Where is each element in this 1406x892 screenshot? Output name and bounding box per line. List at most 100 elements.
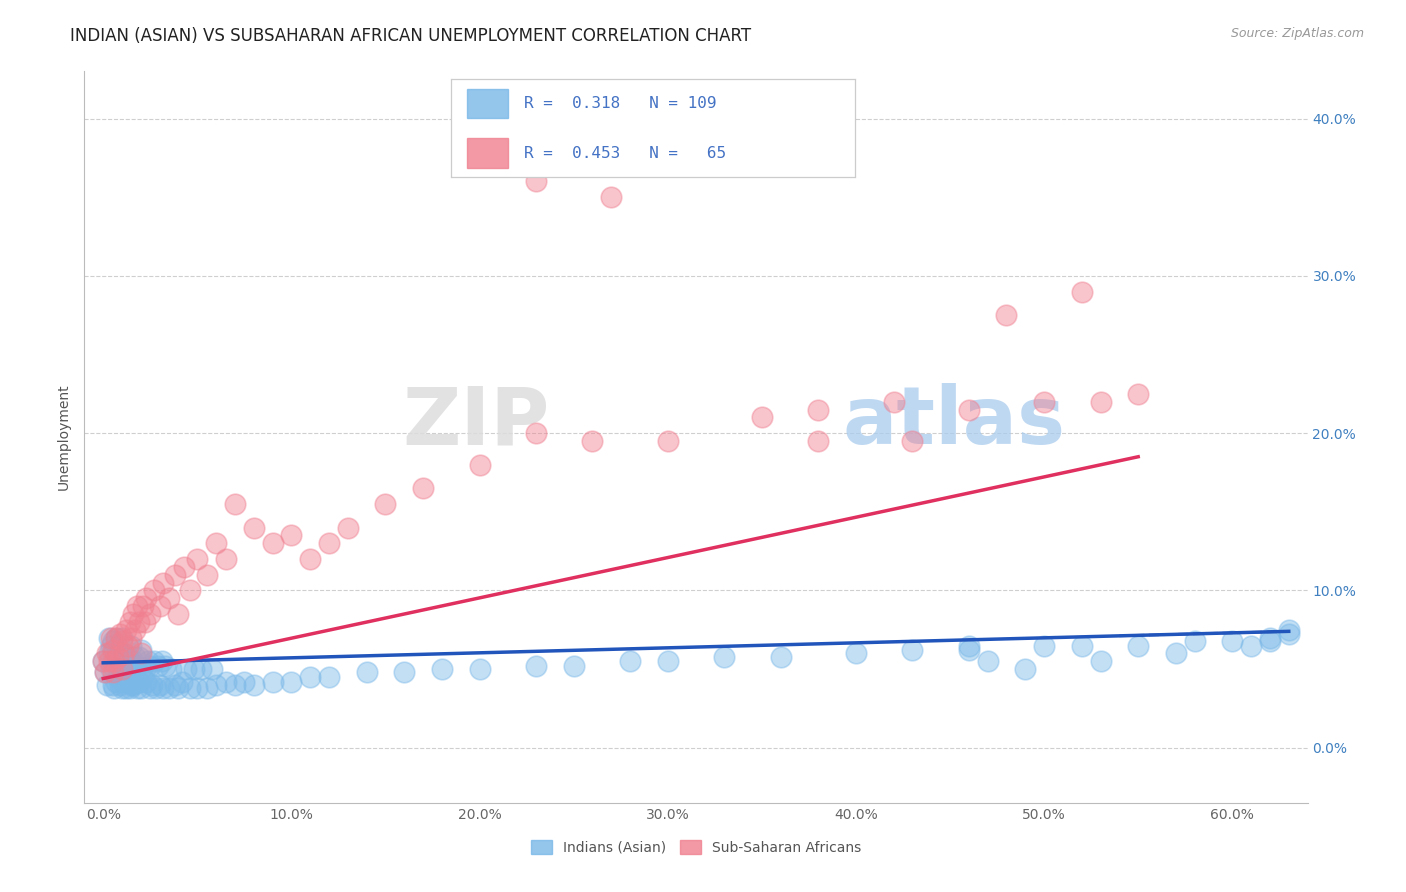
Point (107, 649, 129, 664)
Point (143, 583, 166, 598)
Point (120, 631, 142, 645)
Text: atlas: atlas (842, 384, 1066, 461)
Point (901, 434, 924, 448)
Point (100, 631, 122, 645)
Point (97, 631, 120, 645)
Point (562, 659, 585, 673)
Point (163, 567, 186, 582)
Point (105, 631, 128, 645)
Point (111, 631, 134, 645)
Point (107, 654, 129, 668)
Point (619, 654, 641, 668)
Point (224, 678, 246, 692)
Point (108, 627, 131, 641)
Point (134, 615, 156, 629)
Point (1258, 631, 1281, 645)
Point (957, 643, 980, 657)
Point (167, 607, 190, 621)
Point (205, 536, 228, 550)
Point (139, 681, 162, 695)
Point (117, 639, 139, 653)
Point (138, 654, 160, 668)
Point (103, 643, 125, 657)
Point (1128, 639, 1150, 653)
Point (101, 643, 124, 657)
Point (112, 646, 135, 660)
Point (173, 559, 195, 574)
Point (657, 654, 679, 668)
Point (1164, 646, 1187, 660)
Point (103, 681, 125, 695)
Point (139, 659, 162, 673)
Point (262, 674, 284, 689)
Point (135, 674, 157, 689)
Point (131, 599, 153, 614)
Point (128, 674, 150, 689)
Point (97, 654, 120, 668)
Point (112, 654, 135, 668)
Point (122, 607, 145, 621)
Point (150, 654, 173, 668)
Point (657, 434, 679, 448)
Point (114, 623, 136, 637)
Point (163, 678, 186, 692)
Point (1220, 633, 1243, 648)
Point (128, 615, 150, 629)
Point (91, 654, 114, 668)
Point (94, 665, 117, 680)
Point (111, 662, 134, 676)
Point (183, 662, 205, 676)
Point (1070, 285, 1092, 299)
Y-axis label: Unemployment: Unemployment (58, 384, 72, 491)
Point (524, 659, 547, 673)
Point (105, 631, 128, 645)
Point (108, 678, 131, 692)
Point (280, 674, 302, 689)
Point (125, 681, 148, 695)
Point (524, 174, 547, 188)
Point (124, 649, 146, 664)
Point (100, 662, 122, 676)
Point (105, 649, 128, 664)
Point (128, 649, 150, 664)
Point (976, 654, 998, 668)
Point (103, 662, 125, 676)
Point (129, 643, 152, 657)
Point (1278, 623, 1301, 637)
Point (157, 681, 180, 695)
Point (1184, 633, 1206, 648)
Text: Source: ZipAtlas.com: Source: ZipAtlas.com (1230, 27, 1364, 40)
Point (125, 599, 148, 614)
Point (205, 678, 228, 692)
Point (242, 678, 264, 692)
Point (262, 536, 284, 550)
Point (124, 623, 146, 637)
Point (101, 665, 124, 680)
Point (122, 678, 145, 692)
Text: ZIP: ZIP (402, 384, 550, 461)
Point (1278, 627, 1301, 641)
Point (145, 681, 167, 695)
Point (91, 654, 114, 668)
Point (995, 308, 1018, 322)
Point (149, 599, 172, 614)
Point (152, 575, 174, 590)
Point (807, 402, 830, 417)
Point (97, 646, 120, 660)
Point (242, 520, 264, 534)
Point (120, 639, 142, 653)
Point (883, 394, 905, 409)
Point (179, 681, 201, 695)
Point (101, 678, 124, 692)
Point (1033, 639, 1056, 653)
Point (280, 528, 302, 542)
Point (751, 410, 773, 425)
Point (129, 681, 152, 695)
Point (152, 681, 174, 695)
Point (155, 659, 177, 673)
Point (468, 458, 491, 472)
Point (356, 665, 378, 680)
Point (125, 659, 148, 673)
Point (214, 552, 236, 566)
Point (524, 426, 547, 441)
